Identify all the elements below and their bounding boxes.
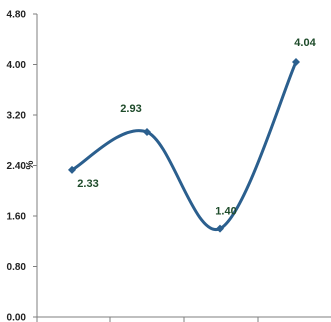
data-label: 1.40 (215, 206, 236, 218)
series-line (70, 60, 298, 231)
y-tick-label: 3.20 (7, 111, 27, 122)
y-tick-label: 0.80 (7, 262, 27, 273)
y-tick-label: 1.60 (7, 212, 27, 223)
data-point-marker (68, 165, 76, 174)
y-tick-label: 4.80 (7, 10, 27, 21)
data-point-marker (292, 57, 300, 66)
data-point-marker (216, 224, 224, 233)
data-label: 2.93 (120, 103, 141, 115)
y-tick-label: 4.00 (7, 60, 27, 71)
data-label: 4.04 (294, 37, 316, 49)
y-axis-title: % (25, 160, 36, 169)
y-tick-label: 2.40 (7, 161, 27, 172)
data-label: 2.33 (77, 178, 98, 190)
data-point-marker (143, 128, 151, 137)
y-tick-label: 0.00 (7, 313, 27, 322)
